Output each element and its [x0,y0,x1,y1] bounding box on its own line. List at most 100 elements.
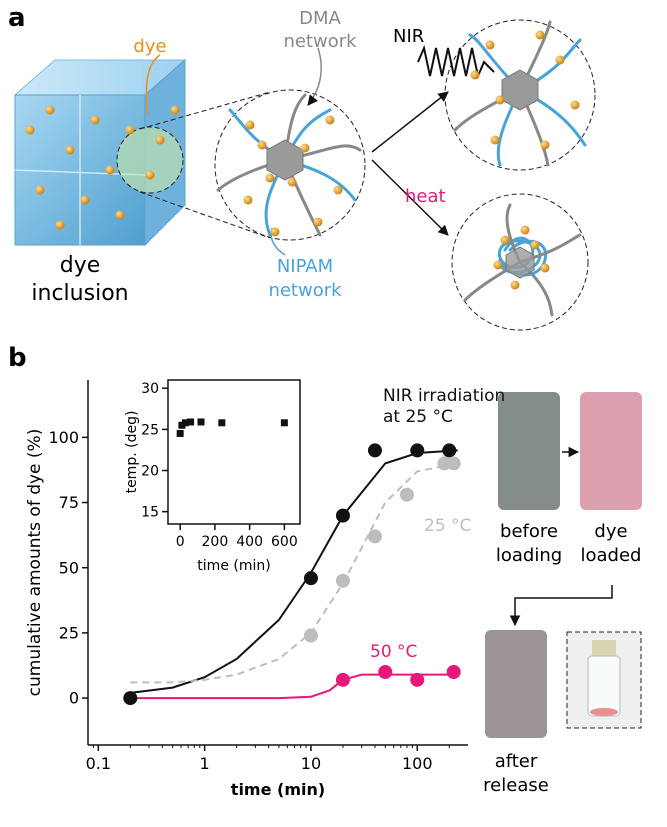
x-axis-label: time (min) [231,780,325,799]
arrow [371,159,449,236]
arrow [371,91,449,153]
zoom-line [139,191,271,239]
x-tick-label: 1 [200,754,210,773]
y-axis-label: temp. (deg) [124,411,140,494]
point [303,571,318,586]
point [218,419,226,427]
point [187,418,195,426]
x-tick-label: 0 [176,534,185,550]
dye-sphere [570,100,580,110]
photos [485,392,642,738]
dye-sphere [287,177,297,187]
dye-sphere [155,135,165,145]
fit-curve [130,673,458,700]
photo-label: release [483,775,549,796]
y-tick-label: 25 [59,623,79,642]
dye-sphere [243,195,253,205]
dye-sphere [540,263,550,273]
series-label: 25 °C [424,516,472,536]
photo-label: dye [594,521,627,542]
series-label: 50 °C [370,642,418,662]
inclusion-label: inclusion [31,281,128,306]
point [303,628,318,643]
dye-sphere [35,185,45,195]
point [446,456,461,471]
charts: 0.1 1 10 100 0 25 50 75 100 time (min) cumulative … [25,379,468,799]
dye-sphere [510,280,520,290]
zoom-line [139,91,271,130]
vial-cap [592,640,616,656]
nipam-label: network [268,280,342,301]
y-tick-label: 20 [141,463,159,479]
dye-sphere [495,95,505,105]
y-axis-label: cumulative amounts of dye (%) [25,429,45,697]
dye-sphere [333,185,343,195]
y-tick-label: 25 [141,422,159,438]
dye-sphere [65,145,75,155]
fit-curve [130,449,458,694]
dye-sphere [490,135,500,145]
x-tick-label: 10 [301,754,321,773]
photo-gel [485,630,547,738]
crosslinker [505,246,535,279]
point [367,529,382,544]
dye-sphere [485,40,495,50]
panel-label: b [8,343,27,373]
dye-sphere [257,140,267,150]
dye-sphere [115,210,125,220]
dye-sphere [265,173,275,183]
point [335,508,350,523]
dye-sphere [300,143,310,153]
x-tick-label: 100 [402,754,433,773]
x-tick-label: 600 [271,534,298,550]
dye-sphere [55,220,65,230]
dye-sphere [45,105,55,115]
photo-label: before [500,521,558,542]
dye-sphere [325,115,335,125]
y-tick-label: 75 [59,493,79,512]
dye-label: dye [133,36,166,57]
photo-gel [580,392,642,510]
dye-sphere [145,170,155,180]
point [335,672,350,687]
y-tick-label: 30 [141,381,159,397]
plot-frame [167,379,301,525]
point [410,672,425,687]
photo-gel [498,392,560,510]
dye-molecules [25,30,580,290]
dye-sphere [125,125,135,135]
point [280,419,288,427]
dye-sphere [500,235,510,245]
x-tick-label: 200 [202,534,229,550]
point [410,443,425,458]
y-tick-label: 100 [48,428,79,447]
dye-sphere [530,240,540,250]
label-arrow [145,54,161,116]
photo-label: loading [496,545,562,566]
dye-sphere [245,120,255,130]
y-tick-label: 50 [59,558,79,577]
dye-sphere [493,260,503,270]
dye-sphere [270,227,280,237]
point [197,418,205,426]
dma-label: network [283,31,357,52]
inclusion-label: dye [60,253,101,278]
dye-sphere [80,195,90,205]
heat-label: heat [405,186,446,207]
dye-sphere [535,30,545,40]
dma-label: DMA [299,8,341,29]
point [367,443,382,458]
nir-label: NIR [393,26,424,47]
dye-sphere [25,125,35,135]
y-tick-label: 0 [69,689,79,708]
point [123,691,138,706]
x-tick-label: 400 [236,534,263,550]
crosslinker [501,69,539,111]
zoom-circle [116,126,184,194]
point [378,665,393,679]
dye-sphere [170,105,180,115]
point [399,487,414,502]
point [335,573,350,588]
arrow [509,585,613,627]
